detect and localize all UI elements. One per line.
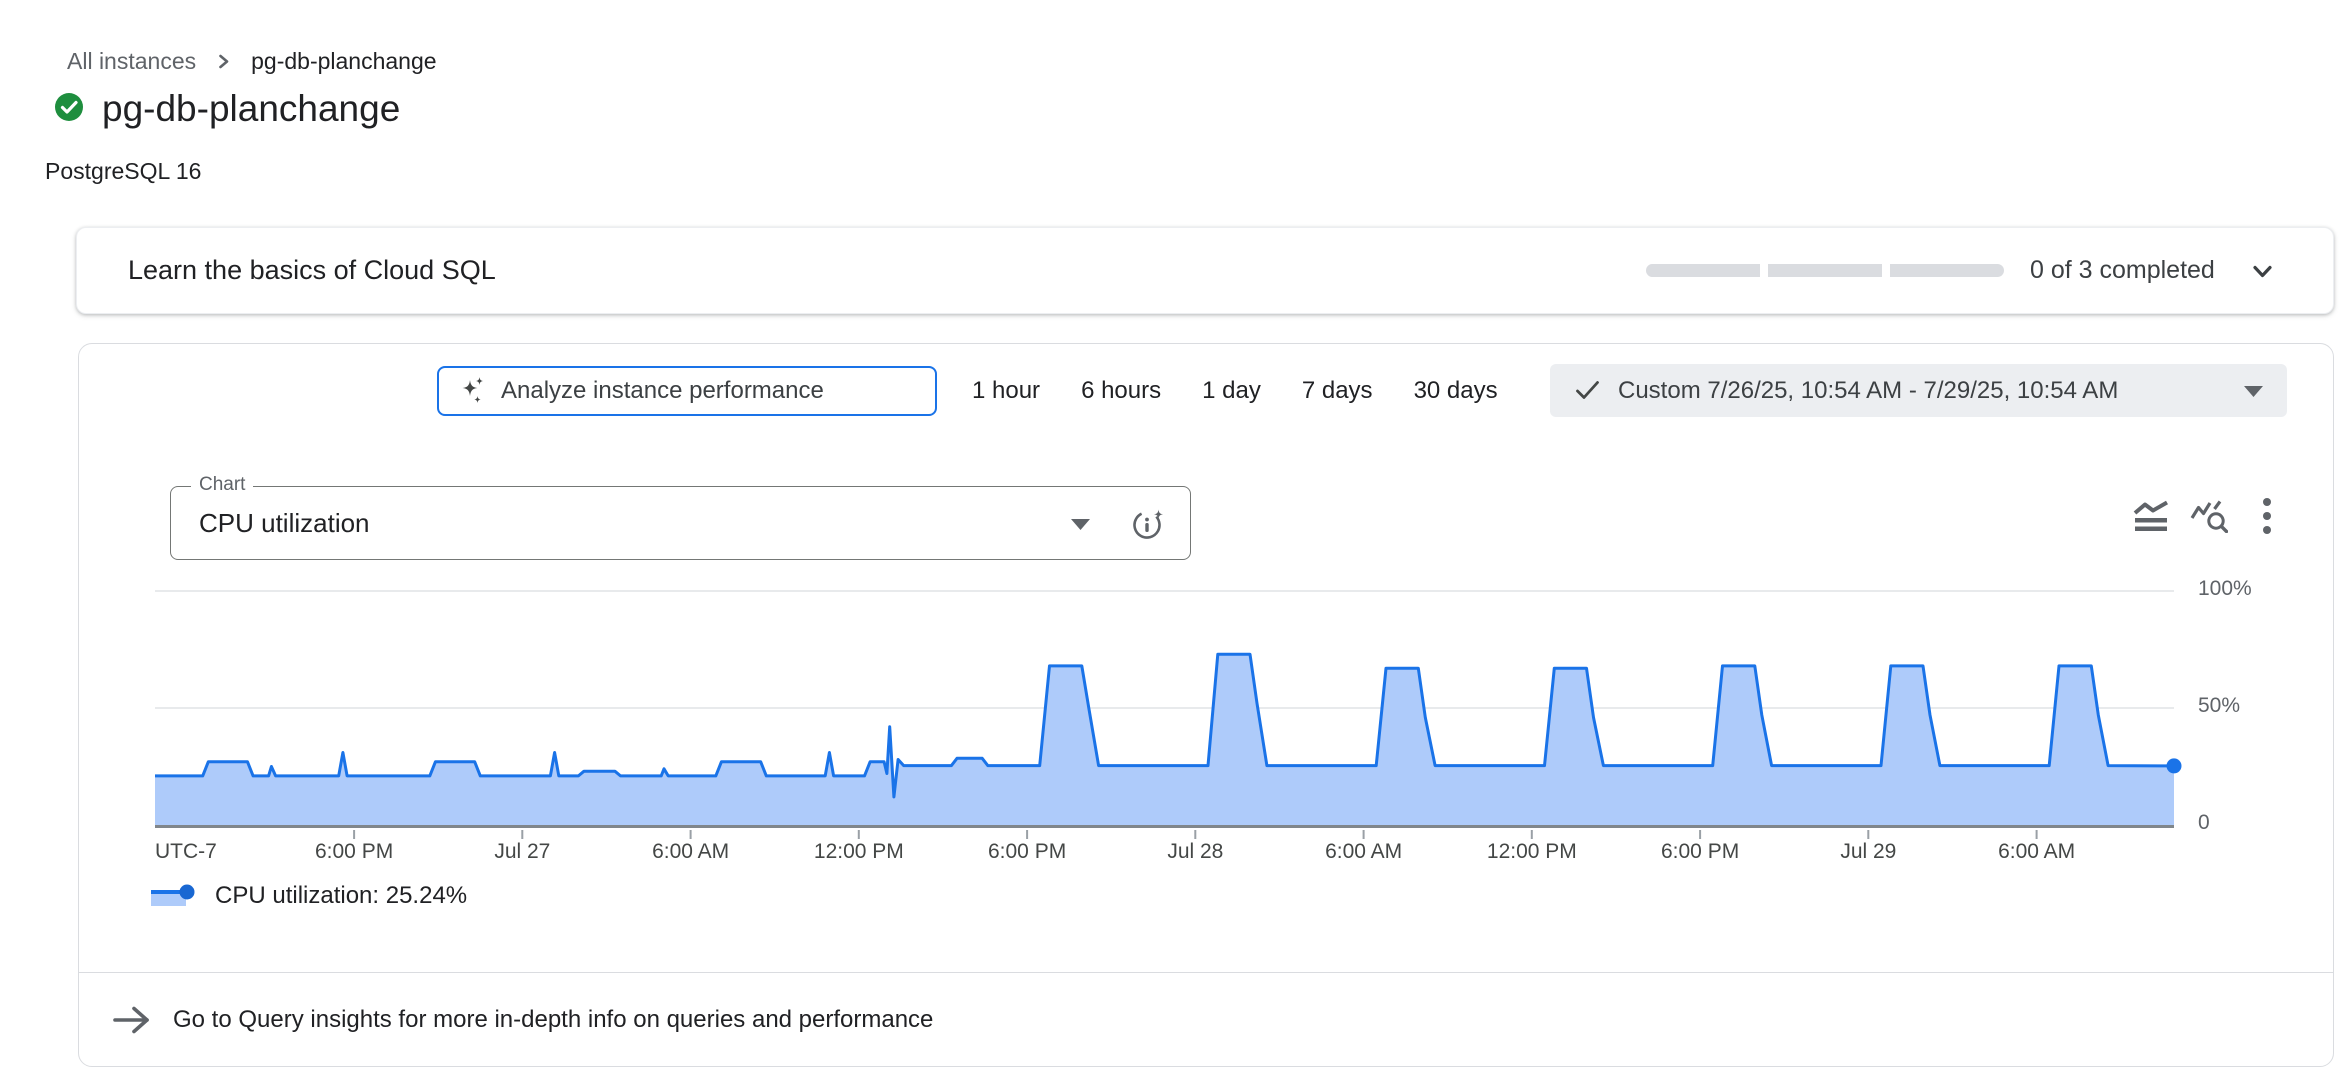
divider xyxy=(79,972,2333,973)
area-chart-icon[interactable] xyxy=(2132,496,2170,536)
arrow-right-icon xyxy=(112,1004,152,1036)
x-axis-label: 6:00 AM xyxy=(1325,840,1403,863)
chart-metric-select[interactable]: Chart CPU utilization xyxy=(170,474,1191,560)
x-axis-label: Jul 27 xyxy=(494,840,551,863)
progress-segment xyxy=(1890,264,2004,277)
y-axis-label: 0 xyxy=(2198,811,2210,834)
query-insights-label: Go to Query insights for more in-depth i… xyxy=(173,1005,934,1033)
completed-status-label: 0 of 3 completed xyxy=(2030,256,2215,284)
more-vert-icon[interactable] xyxy=(2248,496,2286,536)
x-axis-label: 6:00 AM xyxy=(1998,840,2076,863)
gemini-sparkle-icon xyxy=(459,376,487,406)
breadcrumb: All instances pg-db-planchange xyxy=(67,48,437,75)
cpu-utilization-chart[interactable] xyxy=(155,590,2182,840)
learn-basics-title: Learn the basics of Cloud SQL xyxy=(128,255,496,285)
caret-down-icon xyxy=(1071,518,1090,536)
time-range-30-days[interactable]: 30 days xyxy=(1413,377,1498,404)
x-axis-label: 12:00 PM xyxy=(813,840,904,863)
progress-segment xyxy=(1646,264,1760,277)
chevron-right-icon xyxy=(216,48,231,75)
x-axis-label: 12:00 PM xyxy=(1486,840,1577,863)
custom-time-range-chip[interactable]: Custom 7/26/25, 10:54 AM - 7/29/25, 10:5… xyxy=(1550,364,2287,417)
x-axis-label: 6:00 PM xyxy=(987,840,1067,863)
x-axis-label: Jul 29 xyxy=(1840,840,1897,863)
breadcrumb-instance-name: pg-db-planchange xyxy=(251,48,437,74)
query-stats-icon[interactable] xyxy=(2190,496,2228,536)
progress-segment xyxy=(1768,264,1882,277)
analyze-instance-performance-button[interactable]: Analyze instance performance xyxy=(437,366,937,416)
custom-range-label: Custom 7/26/25, 10:54 AM - 7/29/25, 10:5… xyxy=(1618,376,2119,404)
monitoring-card: Analyze instance performance 1 hour 6 hou… xyxy=(78,343,2334,1067)
chart-select-value: CPU utilization xyxy=(199,507,370,538)
check-icon xyxy=(1574,377,1601,404)
status-check-icon xyxy=(53,91,85,128)
page-title: pg-db-planchange xyxy=(102,88,401,129)
breadcrumb-all-instances[interactable]: All instances xyxy=(67,48,197,74)
x-axis-label: UTC-7 xyxy=(155,840,217,863)
x-axis-label: 6:00 PM xyxy=(314,840,394,863)
chart-legend: CPU utilization: 25.24% xyxy=(150,880,467,912)
legend-label: CPU utilization: 25.24% xyxy=(215,882,468,909)
time-range-7-days[interactable]: 7 days xyxy=(1301,377,1373,404)
y-axis-label: 50% xyxy=(2198,694,2241,717)
caret-down-icon xyxy=(2244,377,2263,405)
chart-toolbar-icons xyxy=(2132,496,2286,536)
expand-learn-basics-button[interactable] xyxy=(2249,258,2276,290)
chart-select-label: Chart xyxy=(191,474,254,496)
analyze-button-label: Analyze instance performance xyxy=(501,377,824,404)
time-range-1-day[interactable]: 1 day xyxy=(1202,377,1261,404)
instance-title-row: pg-db-planchange xyxy=(53,88,400,130)
time-range-1-hour[interactable]: 1 hour xyxy=(972,377,1041,404)
x-axis-label: 6:00 PM xyxy=(1660,840,1740,863)
learn-basics-card: Learn the basics of Cloud SQL 0 of 3 com… xyxy=(76,227,2334,314)
x-axis-label: Jul 28 xyxy=(1167,840,1224,863)
progress-bar xyxy=(1646,264,2004,277)
time-range-group: 1 hour 6 hours 1 day 7 days 30 days xyxy=(972,366,1498,416)
time-range-6-hours[interactable]: 6 hours xyxy=(1081,377,1162,404)
y-axis-label: 100% xyxy=(2198,577,2252,600)
x-axis-label: 6:00 AM xyxy=(652,840,730,863)
info-sparkle-icon[interactable] xyxy=(1130,506,1166,547)
legend-swatch-icon xyxy=(150,883,196,909)
query-insights-link[interactable]: Go to Query insights for more in-depth i… xyxy=(79,973,2333,1066)
database-version-label: PostgreSQL 16 xyxy=(45,158,202,184)
